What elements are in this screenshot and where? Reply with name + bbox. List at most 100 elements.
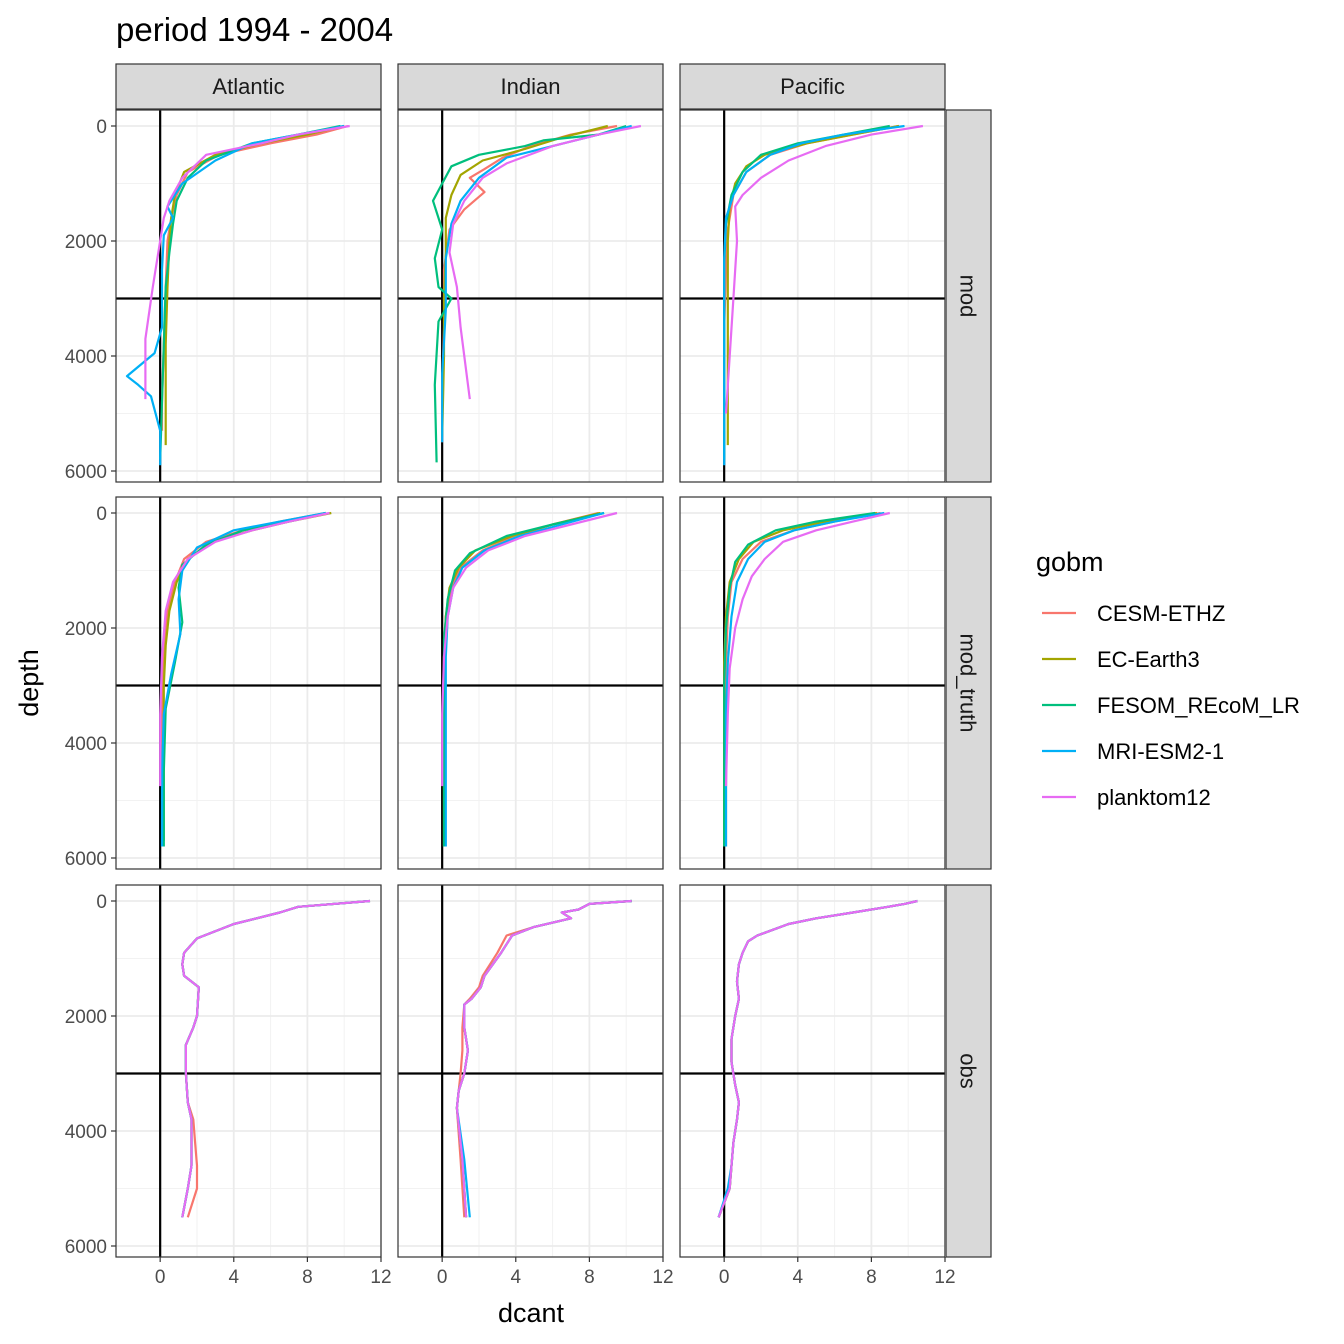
series-line-mri-esm2-1	[724, 511, 885, 847]
panel-background	[398, 497, 663, 869]
series-line-mri-esm2-1	[160, 511, 327, 847]
strip-label: mod_truth	[956, 633, 981, 732]
series-group	[125, 124, 350, 466]
strip-label: Indian	[501, 74, 561, 99]
panel-border	[397, 109, 664, 483]
x-tick-label: 4	[228, 1267, 239, 1288]
y-axis-title: depth	[14, 649, 44, 717]
legend-label: FESOM_REcoM_LR	[1097, 693, 1300, 718]
panel-background	[680, 497, 945, 869]
y-tick-label: 4000	[65, 1122, 107, 1143]
x-tick-label: 8	[302, 1267, 313, 1288]
x-tick-label: 0	[719, 1267, 730, 1288]
legend-item: FESOM_REcoM_LR	[1042, 693, 1300, 718]
legend: gobm CESM-ETHZ EC-Earth3 FESOM_REcoM_LR MRI…	[1036, 547, 1300, 810]
panel-border	[679, 109, 946, 483]
series-group	[181, 899, 371, 1218]
series-line-fesom-recom-lr	[431, 124, 627, 463]
x-tick-label: 12	[652, 1267, 673, 1288]
y-tick-label: 0	[96, 117, 107, 138]
panel-obs-pacific: 0 4 8 12	[679, 884, 956, 1288]
legend-items: CESM-ETHZ EC-Earth3 FESOM_REcoM_LR MRI-ESM2…	[1042, 601, 1300, 810]
legend-label: planktom12	[1097, 785, 1211, 810]
panel-border	[679, 884, 946, 1258]
legend-item: planktom12	[1042, 785, 1211, 810]
series-group	[441, 511, 618, 847]
series-group	[723, 511, 891, 847]
y-tick-label: 6000	[65, 849, 107, 870]
y-tick-label: 0	[96, 504, 107, 525]
panel-background	[680, 885, 945, 1257]
series-line-planktom12	[144, 124, 350, 400]
panel-background	[116, 110, 381, 482]
strip-label: Pacific	[780, 74, 845, 99]
series-group	[431, 124, 642, 463]
chart-title: period 1994 - 2004	[116, 11, 393, 48]
series-line-planktom12	[717, 899, 918, 1218]
x-tick-label: 12	[934, 1267, 955, 1288]
panel-obs-indian: 0 4 8 12	[397, 884, 674, 1288]
y-tick-label: 2000	[65, 232, 107, 253]
panel-background	[116, 885, 381, 1257]
strip-label: obs	[956, 1053, 981, 1088]
strip-label: mod	[956, 275, 981, 318]
strip-mod	[945, 109, 992, 483]
y-tick-label: 0	[96, 892, 107, 913]
y-tick-label: 4000	[65, 347, 107, 368]
y-tick-label: 4000	[65, 734, 107, 755]
legend-label: MRI-ESM2-1	[1097, 739, 1224, 764]
x-tick-label: 4	[510, 1267, 521, 1288]
strip-obs	[945, 884, 992, 1258]
panel-border	[397, 884, 664, 1258]
x-tick-label: 8	[866, 1267, 877, 1288]
panel-obs-atlantic: 0 2000 4000 6000 0 4 8 12	[65, 884, 392, 1288]
strip-atlantic	[115, 63, 382, 110]
series-line-planktom12	[441, 511, 618, 787]
series-line-planktom12	[724, 124, 924, 414]
series-line-planktom12	[448, 124, 642, 400]
strip-mod-truth	[945, 496, 992, 870]
series-group	[723, 124, 924, 466]
panel-background	[398, 885, 663, 1257]
series-line-fesom-recom-lr	[162, 511, 327, 847]
series-group	[455, 899, 632, 1218]
legend-title: gobm	[1036, 547, 1104, 577]
x-tick-label: 4	[792, 1267, 803, 1288]
x-tick-label: 0	[437, 1267, 448, 1288]
y-tick-label: 2000	[65, 619, 107, 640]
series-line-ec-earth3	[441, 124, 609, 437]
series-line-fesom-recom-lr	[723, 511, 876, 847]
series-line-mri-esm2-1	[723, 124, 905, 466]
y-tick-label: 2000	[65, 1007, 107, 1028]
legend-item: EC-Earth3	[1042, 647, 1200, 672]
series-group	[717, 899, 918, 1218]
series-line-planktom12	[181, 899, 371, 1218]
strip-label: Atlantic	[212, 74, 284, 99]
legend-item: MRI-ESM2-1	[1042, 739, 1224, 764]
panel-border	[115, 496, 382, 870]
panel-border	[679, 496, 946, 870]
x-tick-label: 12	[370, 1267, 391, 1288]
strip-pacific	[679, 63, 946, 110]
panel-background	[116, 497, 381, 869]
legend-label: EC-Earth3	[1097, 647, 1200, 672]
panel-mod-atlantic: 0 2000 4000 6000	[65, 109, 382, 483]
panel-mod-truth-atlantic: 0 2000 4000 6000	[65, 496, 382, 870]
panel-border	[397, 496, 664, 870]
y-tick-label: 6000	[65, 462, 107, 483]
x-tick-label: 0	[155, 1267, 166, 1288]
x-tick-label: 8	[584, 1267, 595, 1288]
panel-mod-truth-indian	[397, 496, 664, 870]
y-tick-label: 6000	[65, 1237, 107, 1258]
legend-label: CESM-ETHZ	[1097, 601, 1225, 626]
series-group	[159, 511, 332, 847]
panel-mod-indian	[397, 109, 664, 483]
strip-indian	[397, 63, 664, 110]
series-line-planktom12	[724, 511, 891, 787]
panel-mod-pacific	[679, 109, 946, 483]
panel-mod-truth-pacific	[679, 496, 946, 870]
panel-border	[115, 884, 382, 1258]
panel-border	[115, 109, 382, 483]
